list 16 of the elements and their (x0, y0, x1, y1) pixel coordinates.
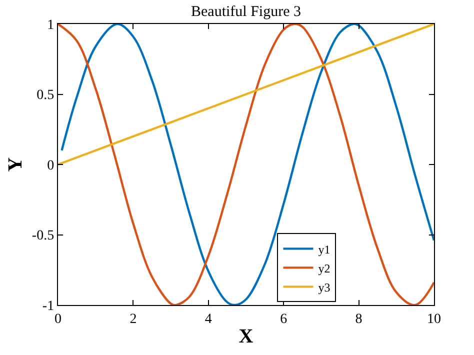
chart-title: Beautiful Figure 3 (191, 4, 301, 20)
x-tick-label: 2 (130, 312, 137, 327)
x-tick-label: 10 (427, 312, 441, 327)
x-axis-title: X (238, 325, 254, 348)
y-tick-label: -0.5 (32, 228, 54, 244)
y-axis-title: Y (4, 156, 26, 172)
x-tick-label: 4 (204, 312, 212, 327)
legend-label: y3 (318, 280, 330, 294)
x-tick-label: 8 (355, 312, 362, 327)
x-tick-label: 6 (280, 312, 288, 327)
legend-label: y1 (318, 242, 330, 256)
y-tick-label: 1 (47, 18, 54, 33)
y-tick-label: 0.5 (36, 88, 54, 104)
y-tick-label: -1 (42, 298, 54, 314)
y-tick-label: 0 (47, 158, 54, 174)
legend-label: y2 (318, 261, 330, 276)
